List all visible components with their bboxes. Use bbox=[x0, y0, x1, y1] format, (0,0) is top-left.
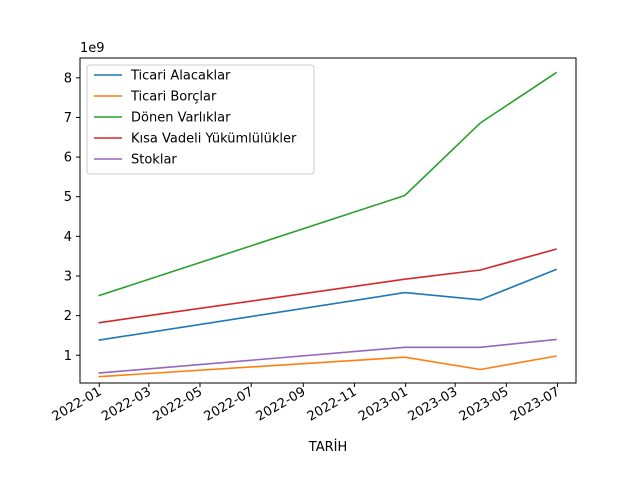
series-line-4 bbox=[98, 338, 557, 374]
series-line-3 bbox=[98, 248, 557, 324]
x-axis-label: TARİH bbox=[308, 439, 347, 455]
legend-label-4: Stoklar bbox=[131, 153, 177, 168]
y-tick-label: 2 bbox=[64, 309, 72, 324]
series-line-1 bbox=[98, 355, 557, 378]
legend-label-3: Kısa Vadeli Yükümlülükler bbox=[131, 132, 297, 147]
legend-label-0: Ticari Alacaklar bbox=[130, 69, 231, 84]
y-tick-label: 3 bbox=[64, 269, 72, 284]
y-axis-offset-label: 1e9 bbox=[80, 41, 105, 56]
y-tick-label: 7 bbox=[64, 111, 72, 126]
y-tick-label: 6 bbox=[64, 151, 72, 166]
plot-lines bbox=[98, 71, 558, 378]
series-line-0 bbox=[98, 268, 557, 341]
legend-label-2: Dönen Varlıklar bbox=[131, 111, 231, 126]
y-tick-label: 1 bbox=[64, 349, 72, 364]
legend-label-1: Ticari Borçlar bbox=[130, 90, 217, 105]
legend: Ticari Alacaklar Ticari Borçlar Dönen Varl… bbox=[86, 64, 315, 175]
y-axis: 1 2 3 4 5 6 7 8 bbox=[64, 71, 80, 364]
y-tick-label: 4 bbox=[64, 230, 72, 245]
y-tick-label: 5 bbox=[64, 190, 72, 205]
legend-box bbox=[86, 64, 315, 175]
y-tick-label: 8 bbox=[64, 71, 72, 86]
series-line-2 bbox=[98, 71, 558, 297]
plot-area-frame bbox=[79, 57, 577, 384]
